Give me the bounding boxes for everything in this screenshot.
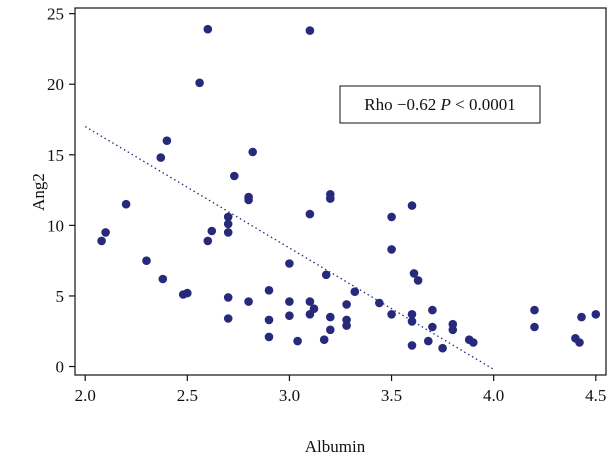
x-tick-label: 2.0 <box>75 386 96 405</box>
data-point <box>577 312 586 322</box>
data-point <box>530 305 539 315</box>
x-tick-label: 3.0 <box>279 386 300 405</box>
y-tick-label: 20 <box>47 75 64 94</box>
data-point <box>575 338 584 347</box>
x-tick-label: 4.0 <box>483 386 504 405</box>
data-point <box>183 288 192 298</box>
data-point <box>285 259 294 268</box>
data-point <box>321 270 331 280</box>
data-point <box>438 343 447 353</box>
data-point <box>342 300 351 309</box>
data-point <box>223 228 233 237</box>
data-point <box>413 276 423 285</box>
data-point <box>101 228 110 237</box>
data-point <box>326 194 335 203</box>
y-tick-label: 25 <box>47 5 64 24</box>
data-point <box>387 245 396 254</box>
data-point <box>230 171 239 181</box>
data-point <box>469 338 478 347</box>
x-tick-label: 3.5 <box>381 386 402 405</box>
data-point <box>264 315 274 325</box>
data-point <box>264 286 274 295</box>
data-point <box>203 24 213 34</box>
data-point <box>264 332 274 342</box>
data-point <box>223 314 233 323</box>
data-point <box>424 336 433 346</box>
correlation-annotation: Rho −0.62 P < 0.0001 <box>339 85 541 124</box>
data-point <box>375 298 384 308</box>
data-point <box>326 312 335 322</box>
data-point <box>203 236 213 246</box>
data-point <box>407 341 417 350</box>
data-point <box>223 293 233 302</box>
data-point <box>326 325 335 335</box>
data-point <box>285 311 294 321</box>
data-point <box>319 335 329 345</box>
y-axis-label: Ang2 <box>29 173 48 211</box>
data-point <box>285 297 294 306</box>
data-point <box>244 195 253 205</box>
data-point <box>350 287 360 297</box>
data-point <box>591 310 601 319</box>
data-point <box>409 269 419 278</box>
data-points <box>97 24 601 353</box>
trend-line <box>84 126 495 370</box>
data-point <box>428 322 437 332</box>
data-point <box>97 236 106 246</box>
data-point <box>305 209 315 219</box>
data-point <box>121 199 131 209</box>
data-point <box>223 219 233 229</box>
y-tick-label: 5 <box>56 287 65 306</box>
rho-text: Rho −0.62 <box>364 95 436 114</box>
annotation-box <box>339 85 541 124</box>
p-symbol: P <box>439 95 450 114</box>
data-point <box>387 310 396 319</box>
data-point <box>142 256 151 266</box>
annotation-text: Rho −0.62 P < 0.0001 <box>364 95 515 114</box>
x-tick-label: 4.5 <box>585 386 606 405</box>
data-point <box>530 322 539 332</box>
y-tick-label: 10 <box>47 216 64 235</box>
data-point <box>407 310 417 319</box>
data-point <box>448 325 458 335</box>
data-point <box>407 317 417 326</box>
y-axis-ticks: 0 5 10 15 20 25 <box>47 5 75 377</box>
data-point <box>158 274 168 284</box>
data-point <box>428 305 437 315</box>
data-point <box>305 26 315 35</box>
p-value-text: < 0.0001 <box>455 95 516 114</box>
data-point <box>223 212 233 222</box>
plot-border <box>74 7 607 376</box>
data-point <box>407 201 417 210</box>
data-point <box>305 297 315 306</box>
x-axis-label: Albumin <box>305 437 366 456</box>
x-tick-label: 2.5 <box>177 386 198 405</box>
data-point <box>162 136 172 145</box>
data-point <box>248 147 257 157</box>
data-point <box>342 321 351 330</box>
data-point <box>156 153 166 162</box>
data-point <box>195 78 204 88</box>
x-axis-ticks: 2.0 2.5 3.0 3.5 4.0 4.5 <box>75 375 606 405</box>
data-point <box>387 212 396 222</box>
data-point <box>309 304 319 314</box>
data-point <box>244 297 253 306</box>
y-tick-label: 15 <box>47 146 64 165</box>
data-point <box>207 226 217 236</box>
plot-frame <box>74 7 607 376</box>
data-point <box>293 336 302 346</box>
y-tick-label: 0 <box>56 358 65 377</box>
